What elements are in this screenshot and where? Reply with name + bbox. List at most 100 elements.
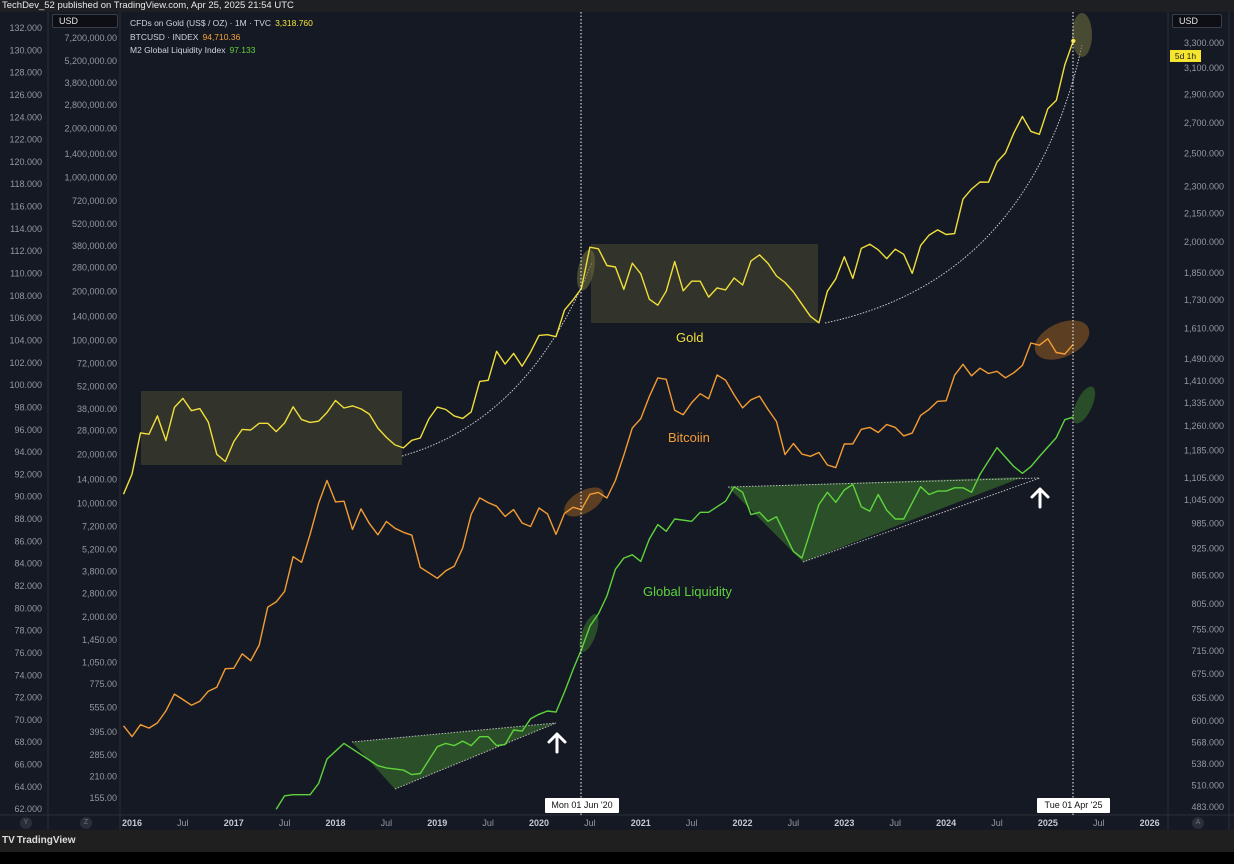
m2-axis-tick: 126.000 [9,90,42,100]
btc-axis-tick: 10,000.00 [77,498,117,508]
footer: TV TradingView [0,830,1234,852]
currency-button-right[interactable]: USD [1172,14,1222,28]
highlight-ellipse[interactable] [1029,312,1096,367]
gold-axis-tick: 1,850.000 [1184,268,1224,278]
gold-axis-tick: 2,700.000 [1184,118,1224,128]
gold-range-box[interactable] [141,391,402,465]
liquidity-triangle[interactable] [728,477,1023,562]
annotation-bitcoin[interactable]: Bitcoiin [668,430,710,445]
btc-axis-tick: 285.00 [89,750,117,760]
btc-axis-tick: 555.00 [89,703,117,713]
crosshair-date-label: Mon 01 Jun '20 [545,798,619,813]
btc-axis-tick: 1,400,000.00 [64,149,117,159]
gold-axis-tick: 483.000 [1191,802,1224,812]
gold-series-line[interactable] [122,40,1074,495]
btc-axis-tick: 200,000.00 [72,286,117,296]
bar-countdown-badge: 5d 1h [1170,50,1201,62]
highlight-ellipse[interactable] [576,612,603,654]
legend-item-m2[interactable]: M2 Global Liquidity Index 97.133 [130,45,256,55]
gold-axis-tick: 715.000 [1191,646,1224,656]
gold-axis-tick: 805.000 [1191,599,1224,609]
gold-axis-tick: 865.000 [1191,570,1224,580]
time-axis-tick: Jul [889,818,901,828]
m2-series-line[interactable] [275,416,1074,810]
m2-axis-tick: 68.000 [14,737,42,747]
liquidity-triangle[interactable] [352,723,556,789]
btc-axis-tick: 2,800.00 [82,588,117,598]
trendline[interactable] [351,477,1041,790]
btc-axis-tick: 52,000.00 [77,382,117,392]
btc-axis-tick: 155.00 [89,793,117,803]
annotation-liquidity[interactable]: Global Liquidity [643,584,732,599]
gold-axis-tick: 510.000 [1191,780,1224,790]
gold-axis-tick: 1,045.000 [1184,495,1224,505]
m2-axis-tick: 112.000 [10,246,42,256]
time-axis-tick: Jul [584,818,596,828]
btc-axis-tick: 5,200.00 [82,545,117,555]
currency-button-left[interactable]: USD [52,14,118,28]
btc-axis-tick: 3,800,000.00 [64,78,117,88]
legend-item-btc[interactable]: BTCUSD · INDEX 94,710.36 [130,31,241,42]
btc-axis-tick: 380,000.00 [72,241,117,251]
tradingview-logo[interactable]: TV TradingView [2,835,76,846]
gold-axis-tick: 925.000 [1191,544,1224,554]
up-arrow-icon [1030,487,1050,509]
btc-axis-tick: 1,050.00 [82,658,117,668]
gold-axis-tick: 2,300.000 [1184,182,1224,192]
btc-axis-tick: 1,450.00 [82,635,117,645]
btc-axis-tick: 520,000.00 [72,219,117,229]
time-axis-tick: 2021 [631,818,651,828]
m2-axis-tick: 98.000 [14,402,42,412]
btc-axis-tick: 5,200,000.00 [64,56,117,66]
m2-axis-tick: 62.000 [14,804,42,814]
m2-axis-tick: 106.000 [9,313,42,323]
m2-axis-tick: 82.000 [14,581,42,591]
scale-button[interactable]: Z [80,817,92,829]
curve-trendline[interactable] [401,261,593,457]
legend-item-gold[interactable]: CFDs on Gold (US$ / OZ) · 1M · TVC 3,318.… [130,18,313,28]
btc-axis-tick: 2,000.00 [82,612,117,622]
time-axis-tick: Jul [482,818,494,828]
gold-axis-tick: 538.000 [1191,759,1224,769]
m2-axis-tick: 90.000 [14,492,42,502]
m2-axis-tick: 88.000 [14,514,42,524]
m2-axis-tick: 64.000 [14,782,42,792]
time-axis-tick: Jul [279,818,291,828]
legend-value: 94,710.36 [202,31,241,42]
highlight-ellipse[interactable] [559,481,608,522]
annotation-gold[interactable]: Gold [676,330,704,345]
gold-axis-tick: 568.000 [1191,738,1224,748]
curve-trendline[interactable] [824,44,1083,324]
btc-axis-tick: 3,800.00 [82,567,117,577]
gold-axis-tick: 3,100.000 [1184,63,1224,73]
m2-axis-tick: 78.000 [14,626,42,636]
gold-axis-tick: 1,410.000 [1184,376,1224,386]
gold-axis-tick: 985.000 [1191,519,1224,529]
gold-axis-tick: 1,260.000 [1184,421,1224,431]
time-axis-tick: Jul [686,818,698,828]
auto-scale-button[interactable]: A [1192,817,1204,829]
m2-axis-tick: 116.000 [10,202,42,212]
btc-axis-tick: 280,000.00 [72,263,117,273]
m2-axis-tick: 132.000 [9,23,42,33]
gold-axis-tick: 755.000 [1191,624,1224,634]
m2-axis-tick: 74.000 [14,670,42,680]
gold-range-box[interactable] [591,244,818,323]
gold-axis-tick: 675.000 [1191,669,1224,679]
btc-series-line[interactable] [122,338,1074,738]
gold-axis-tick: 635.000 [1191,693,1224,703]
btc-axis-tick: 140,000.00 [72,312,117,322]
m2-axis-tick: 100.000 [9,380,42,390]
highlight-ellipse[interactable] [1068,383,1099,426]
gold-axis-tick: 1,730.000 [1184,295,1224,305]
log-scale-button[interactable]: Y [20,817,32,829]
time-axis-tick: Jul [177,818,189,828]
time-axis-tick: Jul [381,818,393,828]
time-axis-tick: Jul [991,818,1003,828]
m2-axis-tick: 70.000 [14,715,42,725]
btc-axis-tick: 775.00 [89,679,117,689]
highlight-ellipse[interactable] [1072,13,1092,57]
highlight-ellipse[interactable] [574,248,598,292]
m2-axis-tick: 96.000 [14,425,42,435]
